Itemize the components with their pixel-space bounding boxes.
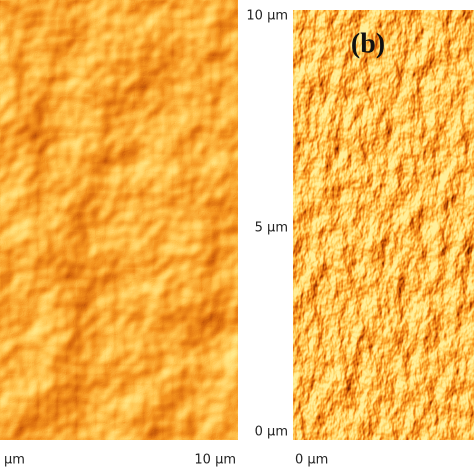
panel-label: (b) [351, 28, 385, 59]
afm-image-a [0, 0, 238, 440]
y-axis-mid-label: 5 μm [255, 221, 288, 236]
x-axis-start-label: 0 μm [295, 453, 328, 468]
y-axis-top-label: 10 μm [246, 9, 288, 24]
x-axis-end-label: 10 μm [194, 453, 236, 468]
afm-image-b [293, 10, 474, 440]
y-axis-bottom-label: 0 μm [255, 425, 288, 440]
x-axis-start-label: μm [4, 453, 25, 468]
